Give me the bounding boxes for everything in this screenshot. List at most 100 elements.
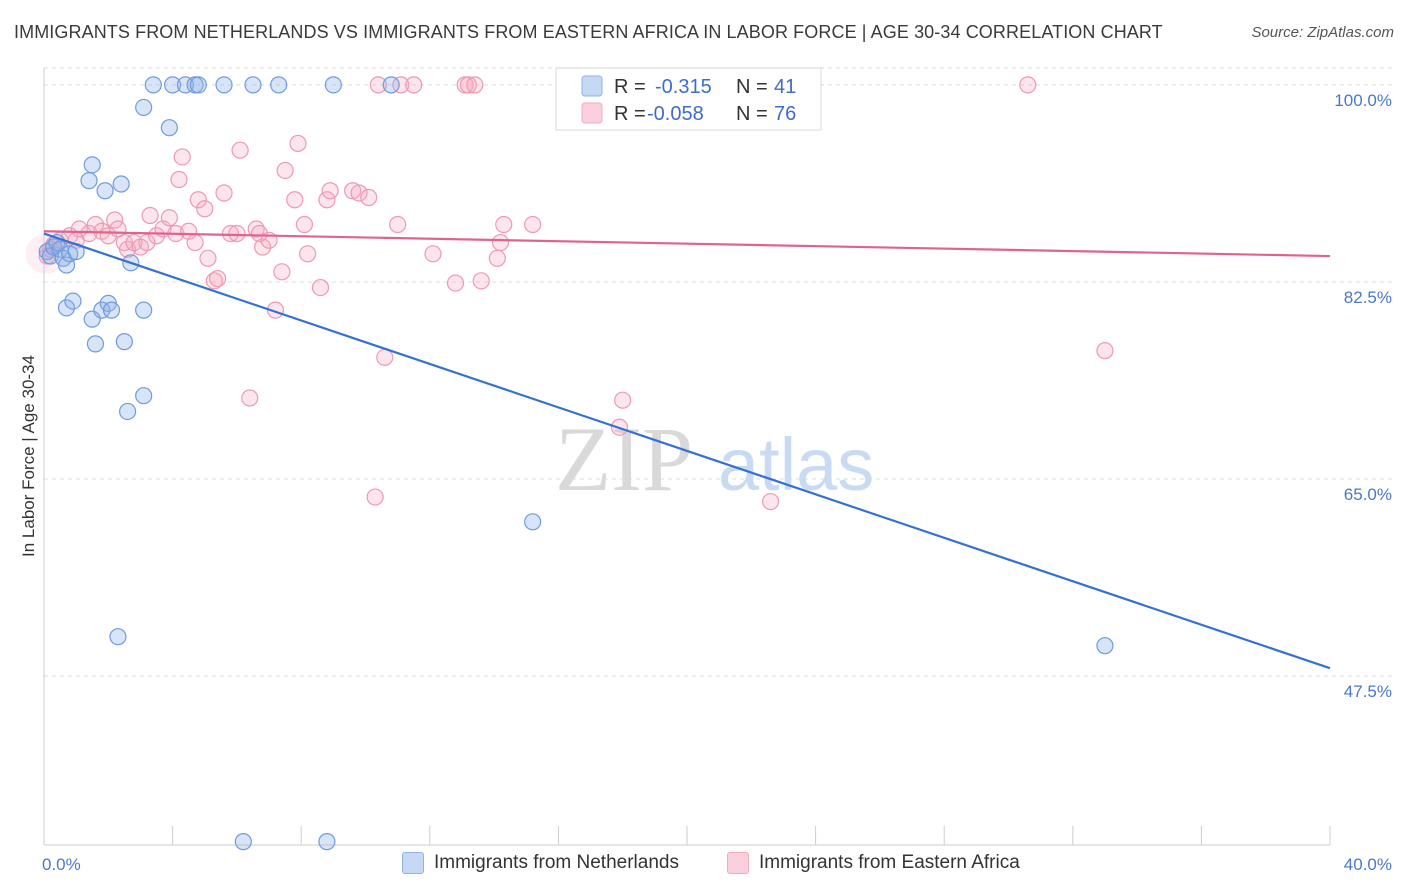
x-tick-label-min: 0.0% bbox=[42, 855, 81, 874]
y-tick-label: 82.5% bbox=[1344, 288, 1392, 307]
point-eastern-africa bbox=[1096, 342, 1114, 360]
point-eastern-africa bbox=[215, 184, 233, 202]
point-netherlands bbox=[1096, 637, 1114, 655]
legend-item-eastern-africa: Immigrants from Eastern Africa bbox=[727, 852, 1020, 874]
point-netherlands bbox=[115, 333, 133, 351]
point-netherlands bbox=[57, 299, 76, 317]
point-netherlands bbox=[83, 156, 101, 174]
point-eastern-africa bbox=[186, 233, 204, 252]
point-eastern-africa bbox=[491, 233, 510, 252]
watermark-zip: ZIP bbox=[555, 408, 693, 510]
point-netherlands bbox=[61, 245, 79, 263]
trend-line-eastern-africa bbox=[43, 230, 1331, 258]
chart-title: IMMIGRANTS FROM NETHERLANDS VS IMMIGRANT… bbox=[14, 22, 1163, 42]
y-tick-label: 100.0% bbox=[1334, 91, 1392, 110]
point-eastern-africa bbox=[295, 215, 314, 234]
point-netherlands bbox=[102, 301, 121, 319]
legend-r-label-netherlands: R = bbox=[614, 76, 646, 98]
x-tick-label-max: 40.0% bbox=[1344, 855, 1392, 874]
y-axis-label: In Labor Force | Age 30-34 bbox=[19, 355, 38, 557]
point-eastern-africa bbox=[472, 272, 490, 290]
source-label: Source: ZipAtlas.com bbox=[1251, 24, 1394, 41]
axes bbox=[43, 68, 1331, 846]
point-netherlands bbox=[64, 292, 82, 310]
point-eastern-africa bbox=[173, 148, 191, 166]
point-eastern-africa bbox=[209, 269, 227, 288]
points-eastern-africa bbox=[25, 76, 1114, 511]
point-eastern-africa bbox=[170, 170, 188, 189]
watermark: ZIP atlas bbox=[555, 408, 874, 510]
grid-lines bbox=[44, 67, 1392, 677]
legend-label-netherlands: Immigrants from Netherlands bbox=[434, 852, 679, 873]
y-tick-label: 47.5% bbox=[1344, 682, 1392, 701]
point-eastern-africa bbox=[524, 215, 542, 234]
point-eastern-africa bbox=[138, 233, 156, 252]
legend-label-eastern-africa: Immigrants from Eastern Africa bbox=[759, 852, 1020, 873]
point-eastern-africa bbox=[495, 215, 513, 234]
point-netherlands bbox=[109, 628, 127, 646]
point-netherlands bbox=[135, 387, 153, 405]
point-netherlands bbox=[524, 513, 542, 531]
point-eastern-africa bbox=[196, 200, 214, 218]
point-netherlands bbox=[93, 301, 111, 319]
legend-r-label-eastern-africa: R = bbox=[614, 103, 646, 125]
point-netherlands bbox=[96, 182, 114, 200]
y-tick-label: 65.0% bbox=[1344, 485, 1392, 504]
point-eastern-africa bbox=[392, 76, 410, 94]
point-netherlands bbox=[80, 172, 98, 190]
point-netherlands bbox=[189, 76, 207, 94]
point-eastern-africa bbox=[289, 134, 307, 153]
point-eastern-africa bbox=[1019, 76, 1037, 94]
point-netherlands bbox=[382, 76, 400, 94]
legend-swatch-eastern-africa bbox=[581, 102, 603, 124]
point-eastern-africa bbox=[221, 224, 240, 243]
legend-n-label-netherlands: N = bbox=[736, 76, 768, 98]
point-eastern-africa bbox=[273, 263, 291, 281]
point-netherlands bbox=[215, 76, 233, 94]
point-eastern-africa bbox=[254, 238, 272, 256]
legend-n-label-eastern-africa: N = bbox=[736, 103, 768, 125]
point-eastern-africa bbox=[446, 274, 465, 292]
point-netherlands bbox=[324, 76, 342, 94]
point-eastern-africa bbox=[250, 224, 269, 243]
point-eastern-africa bbox=[488, 249, 506, 267]
point-eastern-africa bbox=[80, 224, 98, 243]
point-eastern-africa bbox=[376, 348, 394, 367]
point-eastern-africa bbox=[761, 492, 780, 511]
legend-n-value-netherlands: 41 bbox=[774, 76, 796, 98]
legend-r-value-netherlands: -0.315 bbox=[655, 76, 712, 98]
point-cluster-eastern-africa bbox=[25, 233, 66, 274]
point-eastern-africa bbox=[466, 76, 484, 94]
point-eastern-africa bbox=[360, 188, 378, 207]
trend-line-netherlands bbox=[43, 232, 1331, 670]
point-eastern-africa bbox=[424, 245, 442, 263]
point-eastern-africa bbox=[231, 141, 249, 159]
point-netherlands bbox=[244, 76, 262, 94]
tick-labels: 47.5% 65.0% 82.5% 100.0% 0.0% 40.0% bbox=[42, 91, 1392, 874]
point-eastern-africa bbox=[189, 191, 207, 209]
point-netherlands bbox=[270, 76, 288, 94]
point-eastern-africa bbox=[389, 215, 407, 234]
legend-swatch-netherlands bbox=[581, 75, 603, 97]
point-netherlands bbox=[234, 833, 252, 851]
point-eastern-africa bbox=[106, 211, 124, 229]
point-netherlands bbox=[176, 76, 195, 94]
legend-item-netherlands: Immigrants from Netherlands bbox=[402, 852, 679, 874]
point-eastern-africa bbox=[160, 209, 178, 227]
legend-swatch-bottom-eastern-africa bbox=[727, 852, 749, 874]
point-eastern-africa bbox=[318, 191, 336, 209]
legend-r-value-eastern-africa: -0.058 bbox=[647, 103, 704, 125]
point-netherlands bbox=[160, 119, 178, 137]
point-eastern-africa bbox=[369, 76, 387, 94]
point-netherlands bbox=[135, 301, 153, 319]
legend-swatch-bottom-netherlands bbox=[402, 852, 424, 874]
point-eastern-africa bbox=[344, 182, 362, 200]
point-netherlands bbox=[118, 402, 137, 421]
point-eastern-africa bbox=[199, 249, 217, 267]
point-eastern-africa bbox=[311, 278, 330, 297]
point-eastern-africa bbox=[276, 161, 294, 180]
point-eastern-africa bbox=[228, 224, 246, 243]
point-eastern-africa bbox=[321, 182, 339, 200]
point-netherlands bbox=[144, 76, 162, 94]
